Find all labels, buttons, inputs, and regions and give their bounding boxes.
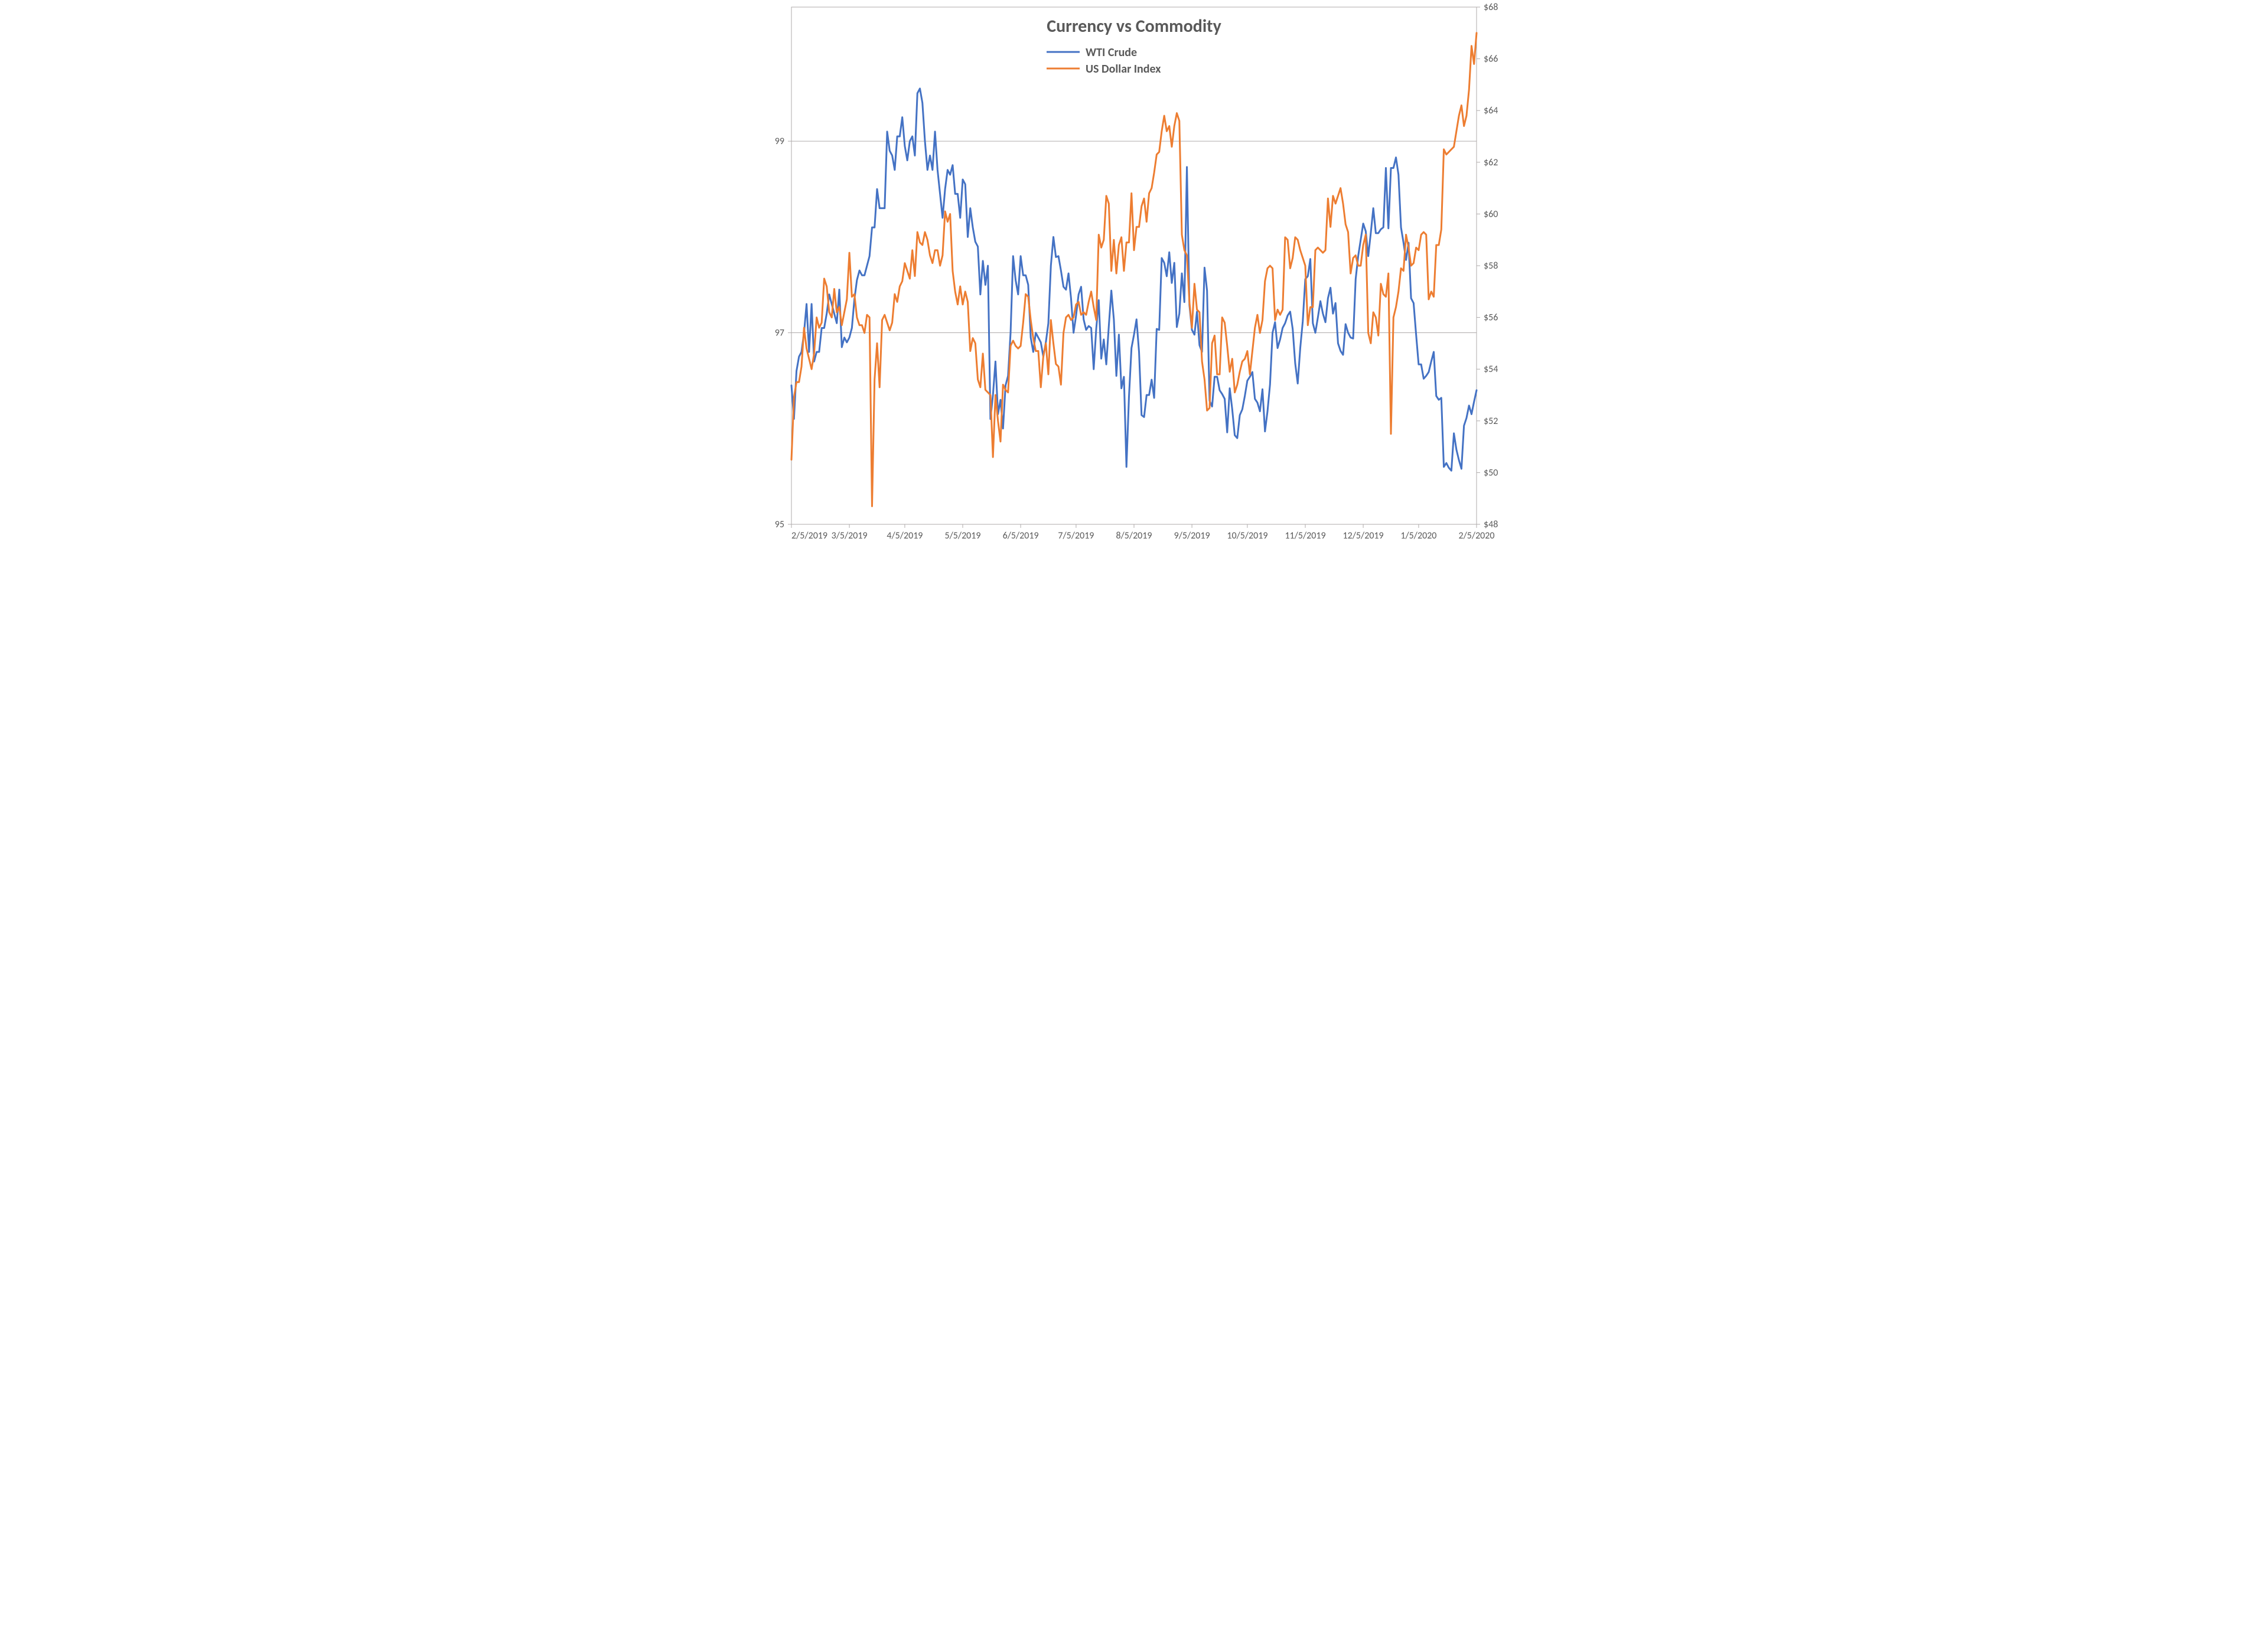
x-tick-label: 3/5/2019 xyxy=(832,530,868,541)
y-right-tick-label: $66 xyxy=(1484,54,1498,65)
y-right-tick-label: $50 xyxy=(1484,467,1498,478)
y-right-tick-label: $54 xyxy=(1484,364,1498,375)
y-left-tick-label: 95 xyxy=(775,519,784,530)
y-right-tick-label: $68 xyxy=(1484,2,1498,13)
x-tick-label: 9/5/2019 xyxy=(1174,530,1210,541)
x-tick-label: 11/5/2019 xyxy=(1285,530,1325,541)
y-right-tick-label: $48 xyxy=(1484,519,1498,530)
x-tick-label: 8/5/2019 xyxy=(1116,530,1152,541)
x-tick-label: 1/5/2020 xyxy=(1400,530,1436,541)
plot-area xyxy=(791,7,1477,524)
y-right-tick-label: $60 xyxy=(1484,208,1498,220)
legend-label-wti: WTI Crude xyxy=(1086,45,1137,60)
y-left-tick-label: 99 xyxy=(775,136,784,147)
series-us-dollar-index xyxy=(791,33,1477,507)
y-right-tick-label: $52 xyxy=(1484,416,1498,427)
x-tick-label: 5/5/2019 xyxy=(944,530,980,541)
x-tick-label: 10/5/2019 xyxy=(1227,530,1267,541)
series-wti-crude xyxy=(791,89,1477,471)
y-right-tick-label: $64 xyxy=(1484,105,1498,116)
x-tick-label: 2/5/2020 xyxy=(1458,530,1494,541)
x-tick-label: 2/5/2019 xyxy=(791,530,827,541)
chart-container: 2/5/2019 3/5/2019 4/5/2019 5/5/2019 6/5/2019… xyxy=(756,0,1512,548)
x-tick-label: 4/5/2019 xyxy=(887,530,923,541)
y-right-tick-label: $62 xyxy=(1484,157,1498,168)
x-tick-label: 7/5/2019 xyxy=(1058,530,1094,541)
x-tick-label: 12/5/2019 xyxy=(1343,530,1384,541)
x-tick-label: 6/5/2019 xyxy=(1003,530,1039,541)
chart-title: Currency vs Commodity xyxy=(1047,15,1221,37)
y-right-tick-label: $58 xyxy=(1484,260,1498,272)
y-right-tick-label: $56 xyxy=(1484,312,1498,324)
chart-svg: 2/5/2019 3/5/2019 4/5/2019 5/5/2019 6/5/2019… xyxy=(756,0,1512,548)
legend-label-usd: US Dollar Index xyxy=(1086,62,1161,76)
y-left-tick-label: 97 xyxy=(775,328,784,339)
